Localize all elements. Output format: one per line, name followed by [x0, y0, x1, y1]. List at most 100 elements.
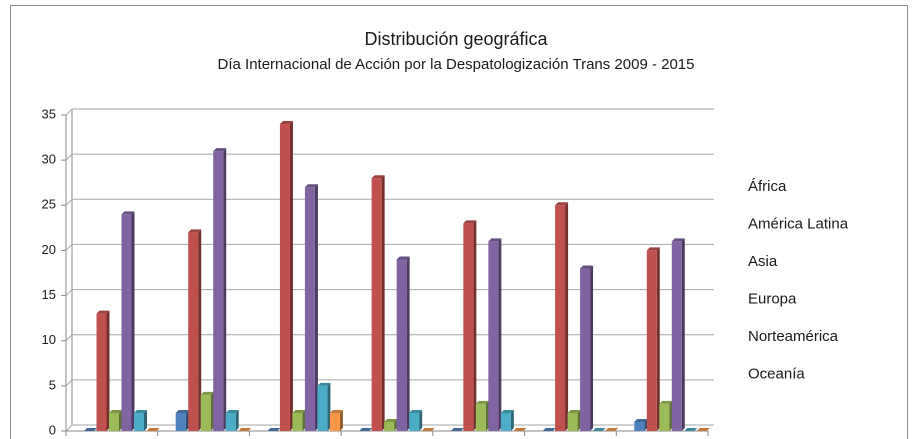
- bar-top: [567, 409, 581, 413]
- bar-side: [577, 409, 581, 431]
- bar: [371, 178, 382, 431]
- bar: [213, 151, 224, 431]
- bar-top: [84, 428, 97, 431]
- bar-side: [327, 382, 331, 431]
- y-tick-label: 30: [42, 152, 56, 167]
- bar-side: [289, 121, 293, 432]
- bar-top: [646, 247, 660, 251]
- bar: [134, 412, 144, 431]
- chart-frame: [10, 5, 908, 439]
- bar-top: [671, 238, 685, 242]
- bar: [292, 412, 303, 431]
- chart-subtitle: Día Internacional de Acción por la Despa…: [218, 56, 695, 73]
- bar-top: [384, 418, 398, 422]
- bar: [396, 259, 407, 431]
- bar-side: [681, 238, 685, 431]
- bar-top: [225, 409, 239, 413]
- legend-label: Norteamérica: [748, 328, 839, 345]
- bar-side: [381, 175, 385, 431]
- bar-top: [421, 428, 435, 431]
- bar: [225, 412, 236, 431]
- bar-side: [119, 409, 122, 431]
- bar: [96, 313, 107, 431]
- bar-side: [510, 409, 514, 431]
- bar: [200, 394, 211, 431]
- bar-top: [96, 310, 110, 314]
- bar: [121, 214, 132, 431]
- bar-top: [555, 202, 569, 206]
- bar: [580, 268, 591, 431]
- bar-top: [634, 418, 648, 422]
- bar-top: [292, 409, 306, 413]
- bar: [188, 232, 199, 431]
- bar: [488, 241, 499, 431]
- legend-label: Asia: [748, 253, 778, 270]
- bar: [671, 241, 682, 431]
- bar-top: [463, 220, 477, 224]
- bar-top: [304, 184, 318, 188]
- bar-top: [317, 382, 331, 386]
- bar-side: [210, 391, 214, 431]
- bar: [634, 421, 645, 431]
- chart-title: Distribución geográfica: [364, 29, 548, 49]
- bar-top: [175, 409, 189, 413]
- bar-side: [406, 256, 410, 431]
- bar-side: [106, 310, 110, 431]
- y-tick-label: 15: [42, 287, 56, 302]
- bar-top: [267, 428, 281, 431]
- bar: [646, 250, 657, 431]
- legend-label: África: [748, 178, 787, 195]
- grid-depth: [65, 379, 73, 387]
- grid-depth: [65, 244, 73, 251]
- bar: [317, 385, 328, 431]
- bar-top: [121, 211, 135, 215]
- bar-top: [488, 238, 502, 242]
- bar-side: [656, 247, 660, 431]
- bar-top: [605, 428, 619, 431]
- bar-top: [134, 409, 147, 413]
- y-tick-label: 5: [49, 377, 56, 392]
- bar-top: [213, 148, 227, 152]
- bar-side: [185, 409, 189, 431]
- bar-side: [144, 409, 147, 431]
- bar-top: [371, 175, 385, 179]
- bar-side: [314, 184, 318, 431]
- bar-top: [359, 428, 373, 431]
- bar-top: [580, 265, 594, 269]
- bar: [109, 412, 119, 431]
- bar-top: [475, 400, 489, 404]
- bar-side: [565, 202, 569, 431]
- bar-side: [394, 418, 398, 431]
- legend-label: Europa: [748, 290, 797, 307]
- bar-side: [223, 148, 227, 431]
- bar-side: [339, 409, 343, 431]
- bar: [659, 403, 670, 431]
- bar-top: [542, 428, 556, 431]
- legend-label: América Latina: [748, 215, 849, 232]
- bar-top: [279, 121, 293, 125]
- bar-top: [592, 428, 606, 431]
- bar-side: [302, 409, 306, 431]
- bar-top: [500, 409, 514, 413]
- y-tick-label: 0: [49, 422, 56, 437]
- bar-top: [200, 391, 214, 395]
- grid-depth: [65, 334, 73, 342]
- bar: [463, 223, 474, 431]
- bar-top: [450, 428, 464, 431]
- bar-top: [396, 256, 410, 260]
- bar-top: [696, 428, 710, 431]
- bar-side: [235, 409, 239, 431]
- grid-depth: [65, 153, 73, 161]
- bar-side: [644, 418, 648, 431]
- y-tick-label: 25: [42, 197, 56, 212]
- bar-top: [513, 428, 527, 431]
- bar-side: [473, 220, 477, 431]
- bar-top: [238, 428, 252, 431]
- grid-depth: [65, 424, 73, 432]
- y-tick-label: 35: [42, 106, 56, 121]
- bar-side: [669, 400, 673, 431]
- bar: [500, 412, 511, 431]
- bar: [475, 403, 486, 431]
- bar-side: [498, 238, 502, 431]
